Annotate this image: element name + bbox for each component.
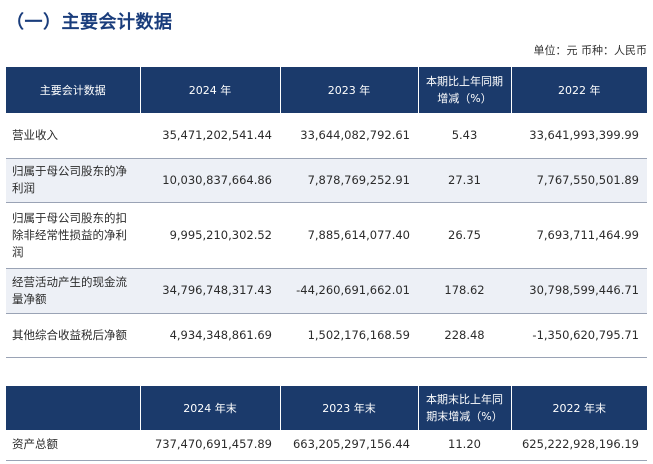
cell-2024: 34,796,748,317.43 <box>140 268 280 314</box>
cell-yoy: 228.48 <box>418 313 511 358</box>
cell-yoy: 26.75 <box>418 202 511 269</box>
cell-2023-end: 663,205,297,156.44 <box>280 430 418 461</box>
table-row: 归属于母公司股东的净利润 10,030,837,664.86 7,878,769… <box>6 158 647 203</box>
header-item: 主要会计数据 <box>6 67 141 113</box>
cell-2022: 33,641,993,399.99 <box>511 113 647 159</box>
table-header-row: 2024 年末 2023 年末 本期末比上年同期末增减（%） 2022 年末 <box>6 386 647 430</box>
main-accounting-data-table: 主要会计数据 2024 年 2023 年 本期比上年同期增减（%） 2022 年… <box>6 67 647 358</box>
header-item <box>6 386 141 430</box>
table-row: 归属于母公司股东的扣除非经常性损益的净利润 9,995,210,302.52 7… <box>6 202 647 269</box>
table-row: 营业收入 35,471,202,541.44 33,644,082,792.61… <box>6 113 647 159</box>
header-2024-end: 2024 年末 <box>140 386 281 430</box>
row-label: 营业收入 <box>6 113 140 159</box>
cell-yoy: 11.20 <box>418 430 511 461</box>
cell-yoy: 178.62 <box>418 268 511 314</box>
cell-yoy: 5.43 <box>418 113 511 159</box>
cell-2022: 7,693,711,464.99 <box>511 202 647 269</box>
cell-2023: 7,878,769,252.91 <box>280 158 418 203</box>
row-label: 其他综合收益税后净额 <box>6 313 140 358</box>
cell-2024: 35,471,202,541.44 <box>140 113 280 159</box>
cell-2023: -44,260,691,662.01 <box>280 268 418 314</box>
table-header-row: 主要会计数据 2024 年 2023 年 本期比上年同期增减（%） 2022 年 <box>6 67 647 113</box>
row-label: 归属于母公司股东的净利润 <box>6 158 140 203</box>
header-2023: 2023 年 <box>280 67 419 113</box>
table-row: 资产总额 737,470,691,457.89 663,205,297,156.… <box>6 430 647 461</box>
header-2023-end: 2023 年末 <box>280 386 419 430</box>
cell-2023: 33,644,082,792.61 <box>280 113 418 159</box>
cell-2024: 9,995,210,302.52 <box>140 202 280 269</box>
cell-yoy: 27.31 <box>418 158 511 203</box>
row-label: 经营活动产生的现金流量净额 <box>6 268 140 314</box>
cell-2024: 10,030,837,664.86 <box>140 158 280 203</box>
header-2022-end: 2022 年末 <box>511 386 647 430</box>
cell-2022: 30,798,599,446.71 <box>511 268 647 314</box>
row-label: 归属于母公司股东的扣除非经常性损益的净利润 <box>6 202 140 269</box>
header-2022: 2022 年 <box>511 67 647 113</box>
main-assets-table: 2024 年末 2023 年末 本期末比上年同期末增减（%） 2022 年末 资… <box>6 386 647 461</box>
section-title: （一）主要会计数据 <box>6 12 173 33</box>
header-yoy-change: 本期末比上年同期末增减（%） <box>418 386 512 430</box>
table-row: 经营活动产生的现金流量净额 34,796,748,317.43 -44,260,… <box>6 268 647 314</box>
cell-2023: 1,502,176,168.59 <box>280 313 418 358</box>
cell-2023: 7,885,614,077.40 <box>280 202 418 269</box>
cell-2022: 7,767,550,501.89 <box>511 158 647 203</box>
cell-2024: 4,934,348,861.69 <box>140 313 280 358</box>
table-row: 其他综合收益税后净额 4,934,348,861.69 1,502,176,16… <box>6 313 647 358</box>
cell-2022: -1,350,620,795.71 <box>511 313 647 358</box>
header-yoy-change: 本期比上年同期增减（%） <box>418 67 512 113</box>
header-2024: 2024 年 <box>140 67 281 113</box>
cell-2024-end: 737,470,691,457.89 <box>140 430 280 461</box>
row-label: 资产总额 <box>6 430 140 461</box>
unit-note: 单位：元 币种：人民币 <box>533 44 648 57</box>
cell-2022-end: 625,222,928,196.19 <box>511 430 647 461</box>
